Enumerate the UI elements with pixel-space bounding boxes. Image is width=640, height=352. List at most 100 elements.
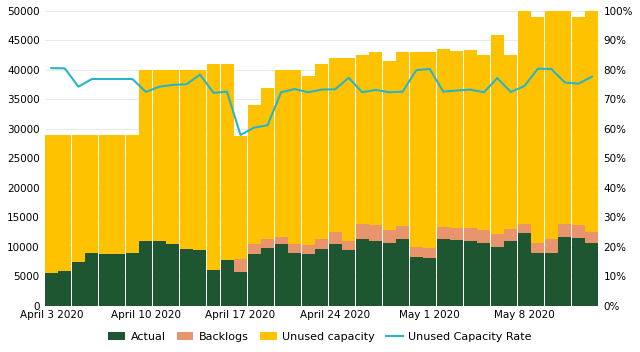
Bar — [491, 247, 504, 306]
Bar — [383, 230, 396, 243]
Bar — [545, 11, 558, 239]
Bar — [221, 64, 234, 259]
Bar — [275, 244, 287, 306]
Bar — [72, 135, 85, 262]
Bar — [491, 34, 504, 234]
Bar — [369, 52, 382, 225]
Unused Capacity Rate — [358, 90, 366, 94]
Bar — [58, 135, 71, 271]
Line: Unused Capacity Rate: Unused Capacity Rate — [51, 68, 592, 135]
Bar — [315, 239, 328, 249]
Bar — [356, 239, 369, 306]
Bar — [85, 252, 99, 306]
Bar — [45, 273, 58, 306]
Bar — [153, 70, 166, 241]
Unused Capacity Rate — [304, 90, 312, 94]
Bar — [451, 240, 463, 306]
Bar — [451, 228, 463, 240]
Bar — [477, 55, 490, 230]
Unused Capacity Rate — [426, 67, 433, 71]
Unused Capacity Rate — [129, 77, 136, 81]
Unused Capacity Rate — [480, 90, 488, 94]
Unused Capacity Rate — [169, 83, 177, 87]
Unused Capacity Rate — [264, 123, 271, 127]
Bar — [572, 17, 585, 225]
Bar — [99, 254, 112, 306]
Bar — [301, 245, 315, 254]
Bar — [342, 250, 355, 306]
Bar — [531, 17, 545, 243]
Unused Capacity Rate — [440, 89, 447, 94]
Bar — [477, 243, 490, 306]
Bar — [153, 241, 166, 306]
Bar — [329, 244, 342, 306]
Bar — [248, 244, 260, 254]
Bar — [383, 61, 396, 230]
Bar — [504, 55, 517, 229]
Bar — [180, 70, 193, 249]
Unused Capacity Rate — [588, 75, 596, 79]
Bar — [261, 88, 274, 239]
Legend: Actual, Backlogs, Unused capacity, Unused Capacity Rate: Actual, Backlogs, Unused capacity, Unuse… — [104, 327, 536, 346]
Bar — [504, 241, 517, 306]
Bar — [410, 257, 423, 306]
Unused Capacity Rate — [61, 66, 68, 70]
Unused Capacity Rate — [467, 88, 474, 92]
Bar — [491, 234, 504, 247]
Bar — [356, 224, 369, 239]
Bar — [234, 137, 247, 259]
Bar — [180, 249, 193, 306]
Unused Capacity Rate — [520, 84, 528, 88]
Bar — [221, 259, 234, 306]
Unused Capacity Rate — [575, 82, 582, 86]
Unused Capacity Rate — [142, 90, 150, 94]
Bar — [288, 70, 301, 244]
Bar — [383, 243, 396, 306]
Bar — [140, 70, 152, 241]
Bar — [329, 232, 342, 244]
Bar — [301, 254, 315, 306]
Bar — [559, 224, 572, 237]
Bar — [518, 11, 531, 224]
Bar — [586, 11, 598, 232]
Bar — [451, 51, 463, 228]
Bar — [329, 58, 342, 232]
Bar — [545, 252, 558, 306]
Bar — [464, 241, 477, 306]
Bar — [436, 227, 450, 239]
Unused Capacity Rate — [385, 90, 393, 94]
Bar — [477, 230, 490, 243]
Bar — [207, 270, 220, 306]
Bar — [559, 11, 572, 224]
Bar — [531, 252, 545, 306]
Unused Capacity Rate — [156, 84, 163, 89]
Bar — [99, 135, 112, 254]
Bar — [518, 233, 531, 306]
Bar — [356, 55, 369, 224]
Unused Capacity Rate — [399, 89, 406, 94]
Bar — [234, 272, 247, 306]
Bar — [234, 259, 247, 272]
Bar — [369, 241, 382, 306]
Unused Capacity Rate — [210, 91, 218, 95]
Bar — [113, 254, 125, 306]
Bar — [423, 52, 436, 249]
Bar — [518, 224, 531, 233]
Bar — [545, 239, 558, 252]
Unused Capacity Rate — [223, 89, 231, 94]
Bar — [72, 262, 85, 306]
Bar — [396, 52, 409, 226]
Bar — [126, 135, 139, 252]
Unused Capacity Rate — [372, 88, 380, 92]
Bar — [288, 252, 301, 306]
Bar — [166, 244, 179, 306]
Bar — [261, 249, 274, 306]
Bar — [58, 271, 71, 306]
Unused Capacity Rate — [88, 77, 96, 81]
Bar — [410, 247, 423, 257]
Bar — [396, 239, 409, 306]
Unused Capacity Rate — [493, 76, 501, 80]
Unused Capacity Rate — [237, 133, 244, 137]
Bar — [193, 250, 207, 306]
Bar — [248, 105, 260, 244]
